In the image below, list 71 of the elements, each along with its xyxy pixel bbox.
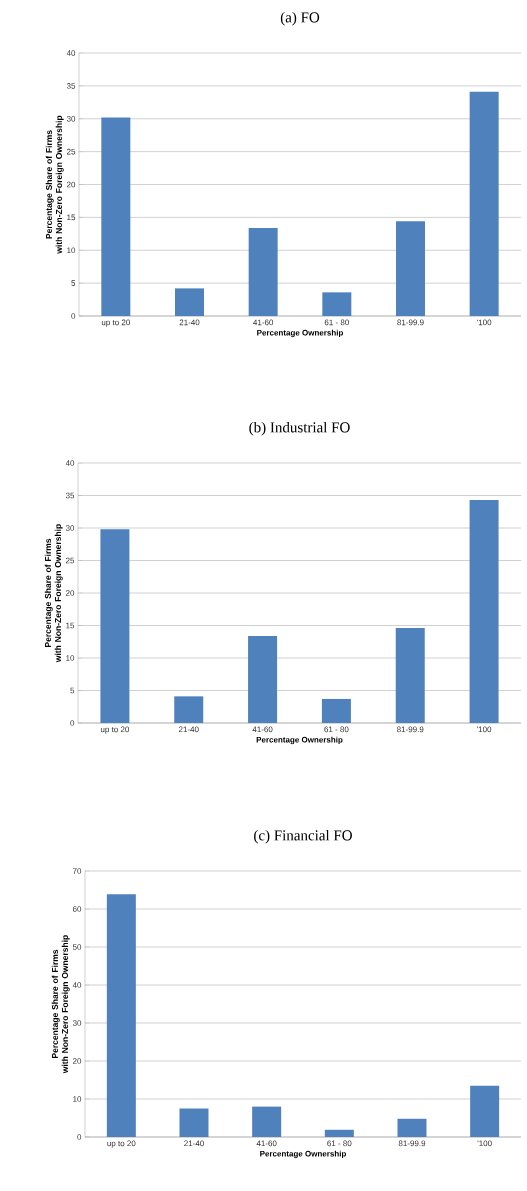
y-tick-label: 10 <box>66 655 75 661</box>
chart-title: (c) Financial FO <box>254 829 352 844</box>
y-tick-label: 20 <box>66 181 76 188</box>
bar <box>252 1106 282 1137</box>
y-tick-label: 0 <box>77 1134 82 1140</box>
y-tick-label: 5 <box>70 687 75 694</box>
x-tick-label: 81-99.9 <box>397 726 424 733</box>
y-tick-label: 5 <box>71 280 76 286</box>
y-tick-label: 30 <box>66 115 76 122</box>
x-tick-label: 21-40 <box>179 319 200 326</box>
y-tick-label: 20 <box>65 590 75 596</box>
y-tick-label: 25 <box>66 148 76 155</box>
bar <box>322 292 352 317</box>
y-axis-title: Percentage Share of Firms with Non-Zero Foreign Ownership <box>44 524 63 663</box>
bar <box>100 529 130 724</box>
y-tick-label: 25 <box>65 557 75 564</box>
x-tick-label: 81-99.9 <box>398 1140 426 1147</box>
y-tick-label: 60 <box>72 906 82 912</box>
y-axis-title: Percentage Share of Firms with Non-Zero Foreign Ownership <box>51 935 70 1074</box>
y-tick-label: 10 <box>67 247 76 254</box>
y-tick-label: 40 <box>65 460 75 466</box>
x-tick-label: 21-40 <box>184 1140 204 1147</box>
x-tick-label: 61 - 80 <box>324 726 349 733</box>
x-tick-label: up to 20 <box>101 319 130 327</box>
y-tick-label: 10 <box>73 1096 82 1102</box>
y-tick-label: 40 <box>72 982 82 988</box>
bar <box>395 628 425 724</box>
y-tick-label: 0 <box>71 313 76 319</box>
x-axis-title: Percentage Ownership <box>256 736 343 745</box>
x-tick-label: 41-60 <box>256 1140 277 1147</box>
y-tick-label: 30 <box>72 1020 82 1026</box>
x-tick-label: '100 <box>477 319 492 326</box>
x-tick-label: 81-99.9 <box>397 319 424 326</box>
x-tick-label: up to 20 <box>100 726 130 734</box>
chart-title: (a) FO <box>280 11 320 26</box>
x-tick-label: '100 <box>477 726 492 733</box>
y-tick-label: 40 <box>66 50 76 56</box>
x-tick-label: 61 - 80 <box>327 1140 352 1147</box>
y-tick-label: 35 <box>65 492 75 499</box>
bar <box>321 698 351 724</box>
y-tick-label: 15 <box>66 622 75 629</box>
y-tick-label: 50 <box>72 944 82 950</box>
bar <box>324 1129 354 1137</box>
bar <box>470 1085 500 1137</box>
y-tick-label: 35 <box>66 83 76 89</box>
x-axis-title: Percentage Ownership <box>257 329 344 338</box>
x-tick-label: 61 - 80 <box>324 319 349 326</box>
bar <box>469 91 499 317</box>
y-tick-label: 20 <box>72 1058 82 1064</box>
y-tick-label: 0 <box>70 720 75 726</box>
x-axis-title: Percentage Ownership <box>260 1150 347 1159</box>
bar <box>397 1118 427 1137</box>
bar <box>248 227 278 317</box>
bar <box>101 117 131 317</box>
x-tick-label: 41-60 <box>253 319 274 326</box>
bar <box>174 696 204 724</box>
bar <box>469 500 499 724</box>
bar <box>248 635 278 724</box>
bar <box>175 288 204 317</box>
bar <box>106 894 136 1137</box>
y-tick-label: 70 <box>72 868 82 874</box>
x-tick-label: up to 20 <box>107 1140 136 1148</box>
x-tick-label: 41-60 <box>252 726 273 733</box>
x-tick-label: '100 <box>477 1140 492 1147</box>
x-tick-label: 21-40 <box>178 726 199 733</box>
bar <box>179 1108 209 1137</box>
y-tick-label: 15 <box>67 214 76 221</box>
bar <box>395 221 425 317</box>
chart-title: (b) Industrial FO <box>249 421 350 436</box>
y-tick-label: 30 <box>65 525 75 531</box>
y-axis-title: Percentage Share of Firms with Non-Zero Foreign Ownership <box>45 115 64 254</box>
